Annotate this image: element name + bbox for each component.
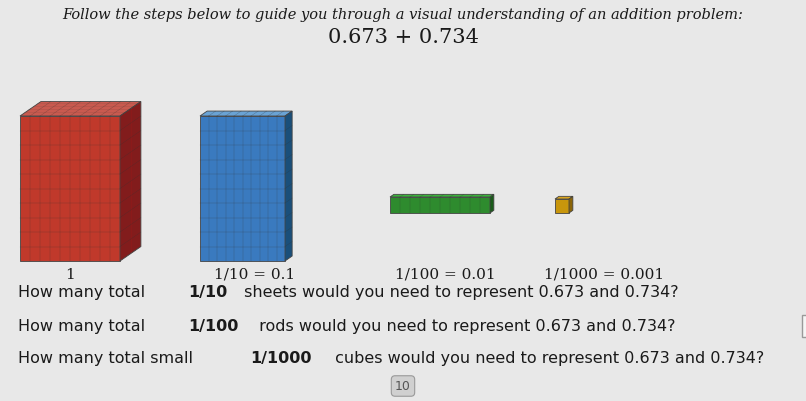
Polygon shape	[390, 197, 490, 213]
Polygon shape	[285, 111, 292, 261]
Text: 10: 10	[395, 379, 411, 393]
Text: How many total: How many total	[18, 318, 150, 334]
Text: 1/1000: 1/1000	[251, 352, 312, 367]
Bar	[801, 315, 806, 337]
Text: Follow the steps below to guide you through a visual understanding of an additio: Follow the steps below to guide you thro…	[63, 8, 743, 22]
Text: 1/10 = 0.1: 1/10 = 0.1	[214, 268, 296, 282]
Text: 0.673 + 0.734: 0.673 + 0.734	[327, 28, 479, 47]
Polygon shape	[120, 101, 141, 261]
Text: rods would you need to represent 0.673 and 0.734?: rods would you need to represent 0.673 a…	[254, 318, 675, 334]
Text: 1/100 = 0.01: 1/100 = 0.01	[395, 268, 496, 282]
Polygon shape	[555, 199, 569, 213]
Polygon shape	[390, 194, 494, 197]
Polygon shape	[200, 116, 285, 261]
Text: 1/10: 1/10	[189, 286, 228, 300]
Text: 1/1000 = 0.001: 1/1000 = 0.001	[544, 268, 664, 282]
Polygon shape	[555, 196, 573, 199]
Polygon shape	[20, 101, 141, 116]
Text: sheets would you need to represent 0.673 and 0.734?: sheets would you need to represent 0.673…	[239, 286, 679, 300]
Text: 1/100: 1/100	[189, 318, 239, 334]
Polygon shape	[569, 196, 573, 213]
Text: How many total small: How many total small	[18, 352, 198, 367]
Text: 1: 1	[65, 268, 75, 282]
Polygon shape	[200, 111, 292, 116]
Polygon shape	[490, 194, 494, 213]
Polygon shape	[20, 116, 120, 261]
Text: cubes would you need to represent 0.673 and 0.734?: cubes would you need to represent 0.673 …	[330, 352, 764, 367]
Text: How many total: How many total	[18, 286, 150, 300]
